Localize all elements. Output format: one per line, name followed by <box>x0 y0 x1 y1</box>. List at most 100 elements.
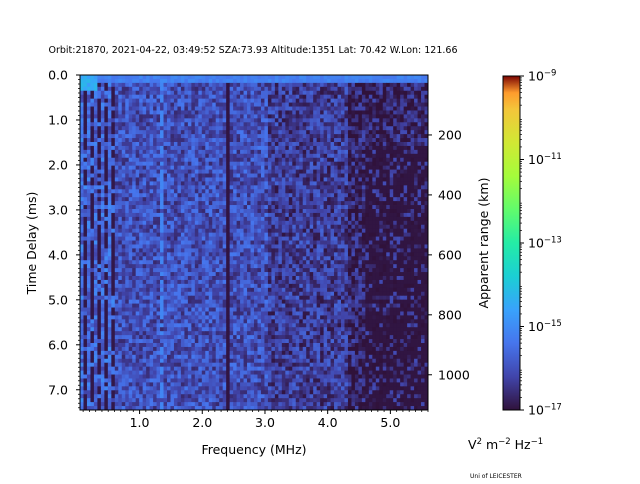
heatmap-cell <box>260 157 265 163</box>
heatmap-cell <box>132 75 137 80</box>
heatmap-cell <box>170 216 175 222</box>
heatmap-cell <box>421 212 425 218</box>
heatmap-cell <box>313 232 318 237</box>
heatmap-cell <box>100 90 105 96</box>
heatmap-cell <box>146 130 150 135</box>
heatmap-cell <box>170 248 175 253</box>
heatmap-cell <box>80 232 84 237</box>
heatmap-cell <box>167 86 171 92</box>
heatmap-cell <box>229 228 234 234</box>
heatmap-cell <box>153 205 157 210</box>
heatmap-cell <box>167 102 171 107</box>
heatmap-cell <box>250 240 255 245</box>
heatmap-cell <box>260 165 265 170</box>
heatmap-cell <box>198 138 203 143</box>
heatmap-cell <box>170 201 175 206</box>
heatmap-cell <box>100 232 105 237</box>
heatmap-cell <box>257 181 262 186</box>
heatmap-cell <box>278 216 283 222</box>
heatmap-cell <box>386 145 391 151</box>
heatmap-cell <box>257 197 262 202</box>
heatmap-cell <box>281 86 286 92</box>
heatmap-cell <box>160 197 164 202</box>
heatmap-cell <box>177 173 182 178</box>
heatmap-cell <box>93 220 98 226</box>
heatmap-cell <box>215 142 220 147</box>
heatmap-cell <box>306 161 311 167</box>
heatmap-cell <box>236 228 241 234</box>
heatmap-cell <box>393 212 398 218</box>
heatmap-cell <box>247 260 251 265</box>
heatmap-cell <box>327 224 331 230</box>
heatmap-cell <box>254 205 258 210</box>
heatmap-cell <box>191 142 196 147</box>
heatmap-cell <box>320 153 324 159</box>
heatmap-cell <box>379 193 384 198</box>
heatmap-cell <box>424 98 428 103</box>
heatmap-cell <box>226 161 231 167</box>
heatmap-cell <box>271 78 276 84</box>
heatmap-cell <box>233 189 237 194</box>
heatmap-cell <box>361 157 366 163</box>
heatmap-cell <box>267 118 272 123</box>
heatmap-cell <box>417 236 422 241</box>
heatmap-cell <box>341 130 345 135</box>
heatmap-cell <box>341 212 345 218</box>
heatmap-cell <box>403 102 408 107</box>
heatmap-cell <box>191 118 196 123</box>
heatmap-cell <box>351 205 356 210</box>
heatmap-cell <box>142 138 147 143</box>
heatmap-cell <box>222 220 227 226</box>
heatmap-cell <box>118 201 123 206</box>
heatmap-cell <box>285 114 290 119</box>
heatmap-cell <box>107 157 112 163</box>
heatmap-cell <box>313 153 318 159</box>
heatmap-cell <box>288 114 293 119</box>
heatmap-cell <box>271 149 276 155</box>
heatmap-cell <box>278 157 283 163</box>
heatmap-cell <box>153 197 157 202</box>
heatmap-cell <box>254 169 258 174</box>
heatmap-cell <box>292 114 297 119</box>
heatmap-cell <box>170 173 175 178</box>
heatmap-cell <box>146 189 150 194</box>
heatmap-cell <box>354 75 359 80</box>
heatmap-cell <box>212 78 217 84</box>
heatmap-cell <box>226 260 231 265</box>
heatmap-cell <box>160 193 164 198</box>
heatmap-cell <box>382 78 387 84</box>
heatmap-cell <box>236 130 241 135</box>
heatmap-cell <box>86 224 91 230</box>
heatmap-cell <box>347 138 352 143</box>
heatmap-cell <box>247 220 251 226</box>
heatmap-cell <box>104 232 109 237</box>
heatmap-cell <box>309 94 314 100</box>
heatmap-cell <box>233 193 237 198</box>
heatmap-cell <box>226 209 231 214</box>
heatmap-cell <box>327 205 331 210</box>
heatmap-cell <box>184 153 189 159</box>
heatmap-cell <box>320 209 324 214</box>
heatmap-cell <box>278 165 283 170</box>
heatmap-cell <box>233 78 237 84</box>
heatmap-cell <box>278 268 283 273</box>
heatmap-cell <box>365 264 370 269</box>
heatmap-cell <box>264 252 269 257</box>
heatmap-cell <box>104 157 109 163</box>
heatmap-cell <box>354 244 359 249</box>
heatmap-cell <box>233 256 237 261</box>
heatmap-cell <box>243 82 248 88</box>
heatmap-cell <box>358 236 363 241</box>
heatmap-cell <box>379 98 384 103</box>
heatmap-cell <box>414 75 418 80</box>
heatmap-cell <box>403 212 408 218</box>
heatmap-cell <box>139 224 144 230</box>
heatmap-cell <box>240 98 244 103</box>
heatmap-cell <box>365 165 370 170</box>
heatmap-cell <box>170 153 175 159</box>
heatmap-cell <box>132 268 137 273</box>
heatmap-cell <box>187 134 192 139</box>
heatmap-cell <box>177 252 182 257</box>
heatmap-cell <box>393 252 398 257</box>
heatmap-cell <box>365 201 370 206</box>
